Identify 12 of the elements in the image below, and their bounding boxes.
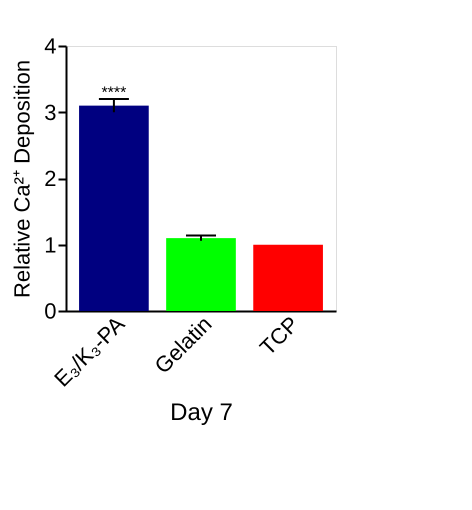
- y-tick-label: 1: [44, 232, 56, 258]
- y-axis-title: Relative Ca²⁺ Deposition: [9, 60, 34, 298]
- bar: [253, 244, 323, 311]
- x-tick-label: TCP: [254, 311, 304, 360]
- annotation: ****: [101, 84, 126, 102]
- y-tick-label: 3: [44, 100, 56, 125]
- y-tick-label: 2: [44, 166, 56, 191]
- bar: [79, 106, 149, 311]
- y-tick-label: 0: [44, 298, 56, 324]
- bar: [166, 238, 236, 311]
- y-tick-label: 4: [44, 34, 56, 58]
- x-axis-title: Day 7: [170, 398, 233, 426]
